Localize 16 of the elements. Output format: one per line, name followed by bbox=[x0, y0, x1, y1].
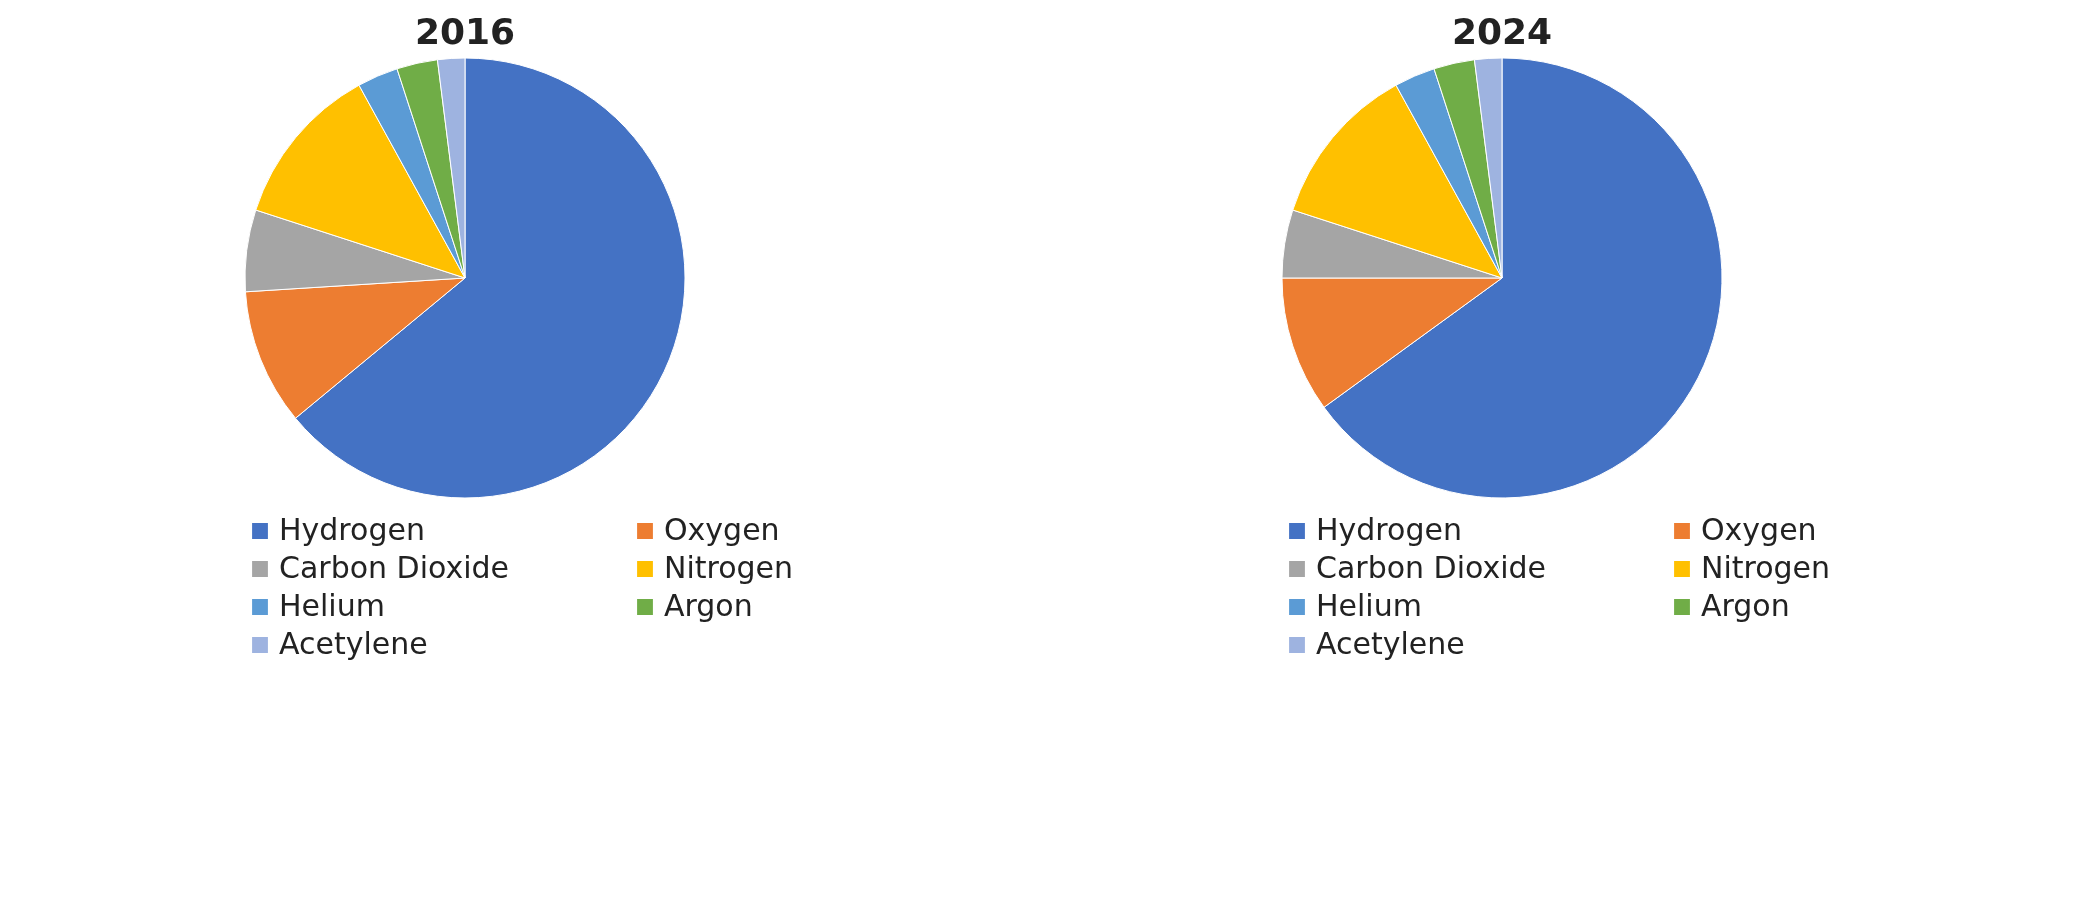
legend-label: Argon bbox=[664, 588, 753, 623]
legend-label: Helium bbox=[279, 588, 385, 623]
legend-label: Acetylene bbox=[1316, 626, 1465, 661]
chart-title: 2016 bbox=[414, 11, 516, 52]
legend-label: Nitrogen bbox=[664, 550, 794, 585]
legend-label: Helium bbox=[1316, 588, 1422, 623]
legend-label: Argon bbox=[1701, 588, 1790, 623]
legend-label: Carbon Dioxide bbox=[279, 550, 510, 585]
chart-title: 2024 bbox=[1451, 11, 1553, 52]
legend-label: Nitrogen bbox=[1701, 550, 1831, 585]
legend-label: Carbon Dioxide bbox=[1316, 550, 1547, 585]
legend-label: Oxygen bbox=[1701, 512, 1817, 547]
legend-label: Hydrogen bbox=[1316, 512, 1462, 547]
legend-label: Hydrogen bbox=[279, 512, 425, 547]
legend-label: Oxygen bbox=[664, 512, 780, 547]
legend-label: Acetylene bbox=[279, 626, 428, 661]
